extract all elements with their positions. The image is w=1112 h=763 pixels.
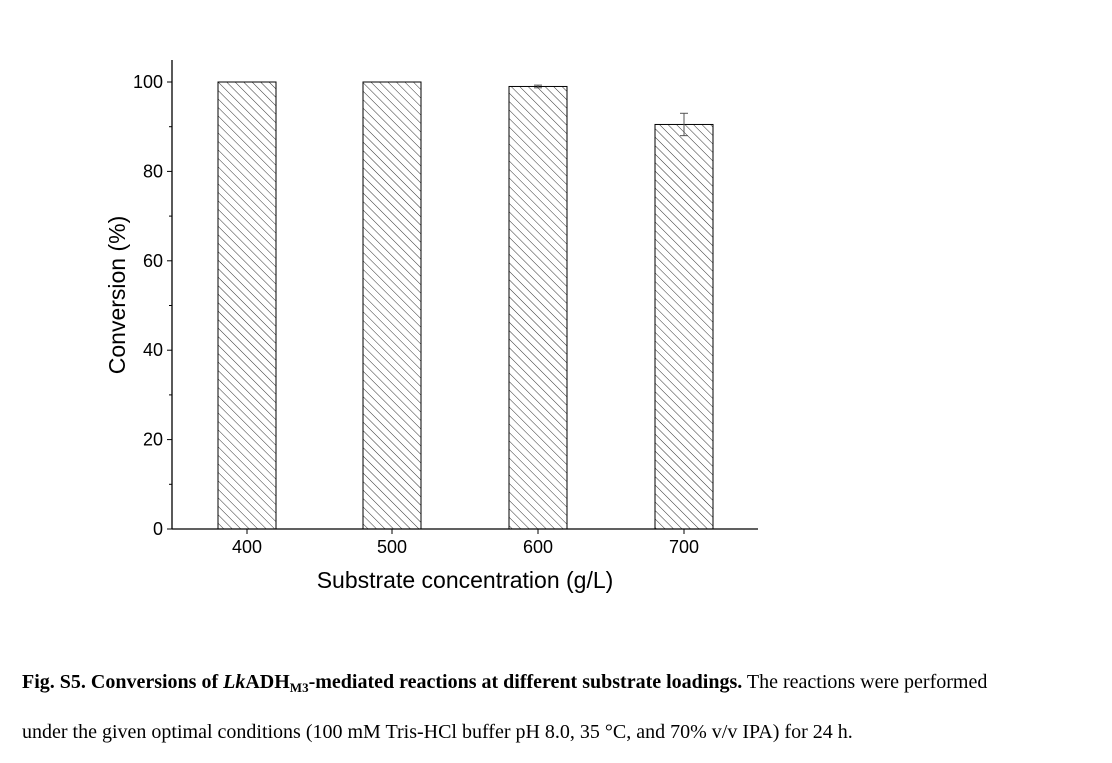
bar-500 <box>362 81 422 530</box>
caption-bold-prefix: Fig. S5. Conversions of <box>22 671 224 693</box>
x-tick-label-700: 700 <box>669 537 699 557</box>
bar-chart: 400 500 600 700 0 20 40 60 80 100 Substrate conce… <box>104 60 758 593</box>
y-tick-label-80: 80 <box>143 161 163 181</box>
y-tick-label-60: 60 <box>143 251 163 271</box>
y-tick-label-20: 20 <box>143 430 163 450</box>
x-tick-label-400: 400 <box>232 537 262 557</box>
y-tick-label-100: 100 <box>133 72 163 92</box>
caption-line-1-rest: The reactions were performed <box>742 671 988 693</box>
figure-caption-line-2: under the given optimal conditions (100 … <box>22 722 1102 742</box>
caption-bold-suffix: -mediated reactions at different substra… <box>308 671 743 693</box>
caption-bold-mid: ADH <box>245 671 290 693</box>
caption-bold-italic: Lk <box>223 671 246 693</box>
x-axis-title: Substrate concentration (g/L) <box>317 567 614 593</box>
y-axis-title: Conversion (%) <box>104 216 130 375</box>
y-tick-label-40: 40 <box>143 340 163 360</box>
bar-700 <box>654 123 714 530</box>
x-tick-label-600: 600 <box>523 537 553 557</box>
caption-line-2-text: under the given optimal conditions (100 … <box>22 721 853 743</box>
bar-600 <box>508 85 568 530</box>
plot-area: 400 500 600 700 0 20 40 60 80 100 <box>133 60 758 557</box>
y-tick-label-0: 0 <box>153 519 163 539</box>
figure-caption-line-1: Fig. S5. Conversions of LkADHM3-mediated… <box>22 672 1102 694</box>
bar-400 <box>217 81 277 530</box>
x-tick-label-500: 500 <box>377 537 407 557</box>
caption-subscript: M3 <box>289 680 309 695</box>
